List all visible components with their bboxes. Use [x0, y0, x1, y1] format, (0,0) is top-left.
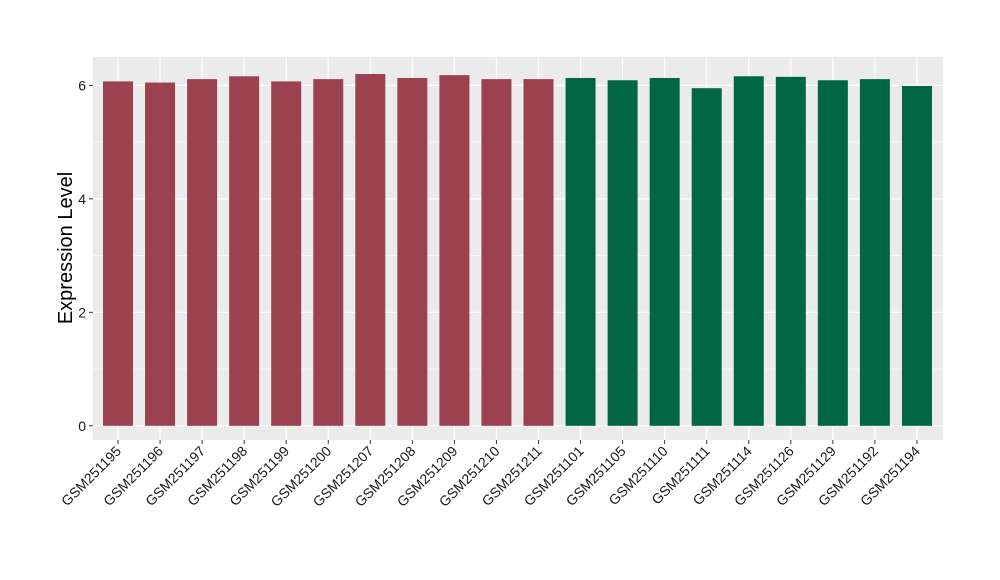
bar-GSM251129	[817, 80, 848, 426]
x-axis: GSM251195GSM251196GSM251197GSM251198GSM2…	[58, 440, 923, 510]
bar-GSM251195	[103, 81, 133, 426]
bar-GSM251111	[691, 88, 722, 426]
bar-GSM251210	[481, 79, 512, 426]
bar-GSM251198	[229, 76, 260, 426]
y-axis-title: Expression Level	[55, 172, 77, 324]
y-axis: 0 2 4 6	[78, 77, 93, 434]
bar-GSM251208	[397, 77, 428, 426]
bar-GSM251199	[271, 81, 302, 426]
bar-GSM251200	[313, 79, 344, 426]
bars	[103, 74, 932, 426]
bar-GSM251105	[607, 80, 638, 426]
y-tick-label: 4	[78, 191, 86, 207]
plot-panel	[93, 57, 943, 440]
bar-GSM251192	[859, 79, 890, 426]
bar-GSM251101	[565, 77, 596, 426]
bar-GSM251126	[775, 76, 806, 426]
bar-GSM251209	[439, 75, 470, 426]
y-tick-label: 0	[78, 418, 86, 434]
bar-GSM251196	[145, 82, 176, 426]
y-tick-label: 2	[78, 304, 86, 320]
bar-GSM251207	[355, 74, 386, 426]
bar-GSM251194	[901, 85, 932, 426]
bar-GSM251197	[187, 79, 218, 426]
bar-GSM251114	[733, 76, 764, 426]
bar-GSM251211	[523, 79, 554, 426]
y-tick-label: 6	[78, 77, 86, 93]
bar-GSM251110	[649, 77, 680, 426]
